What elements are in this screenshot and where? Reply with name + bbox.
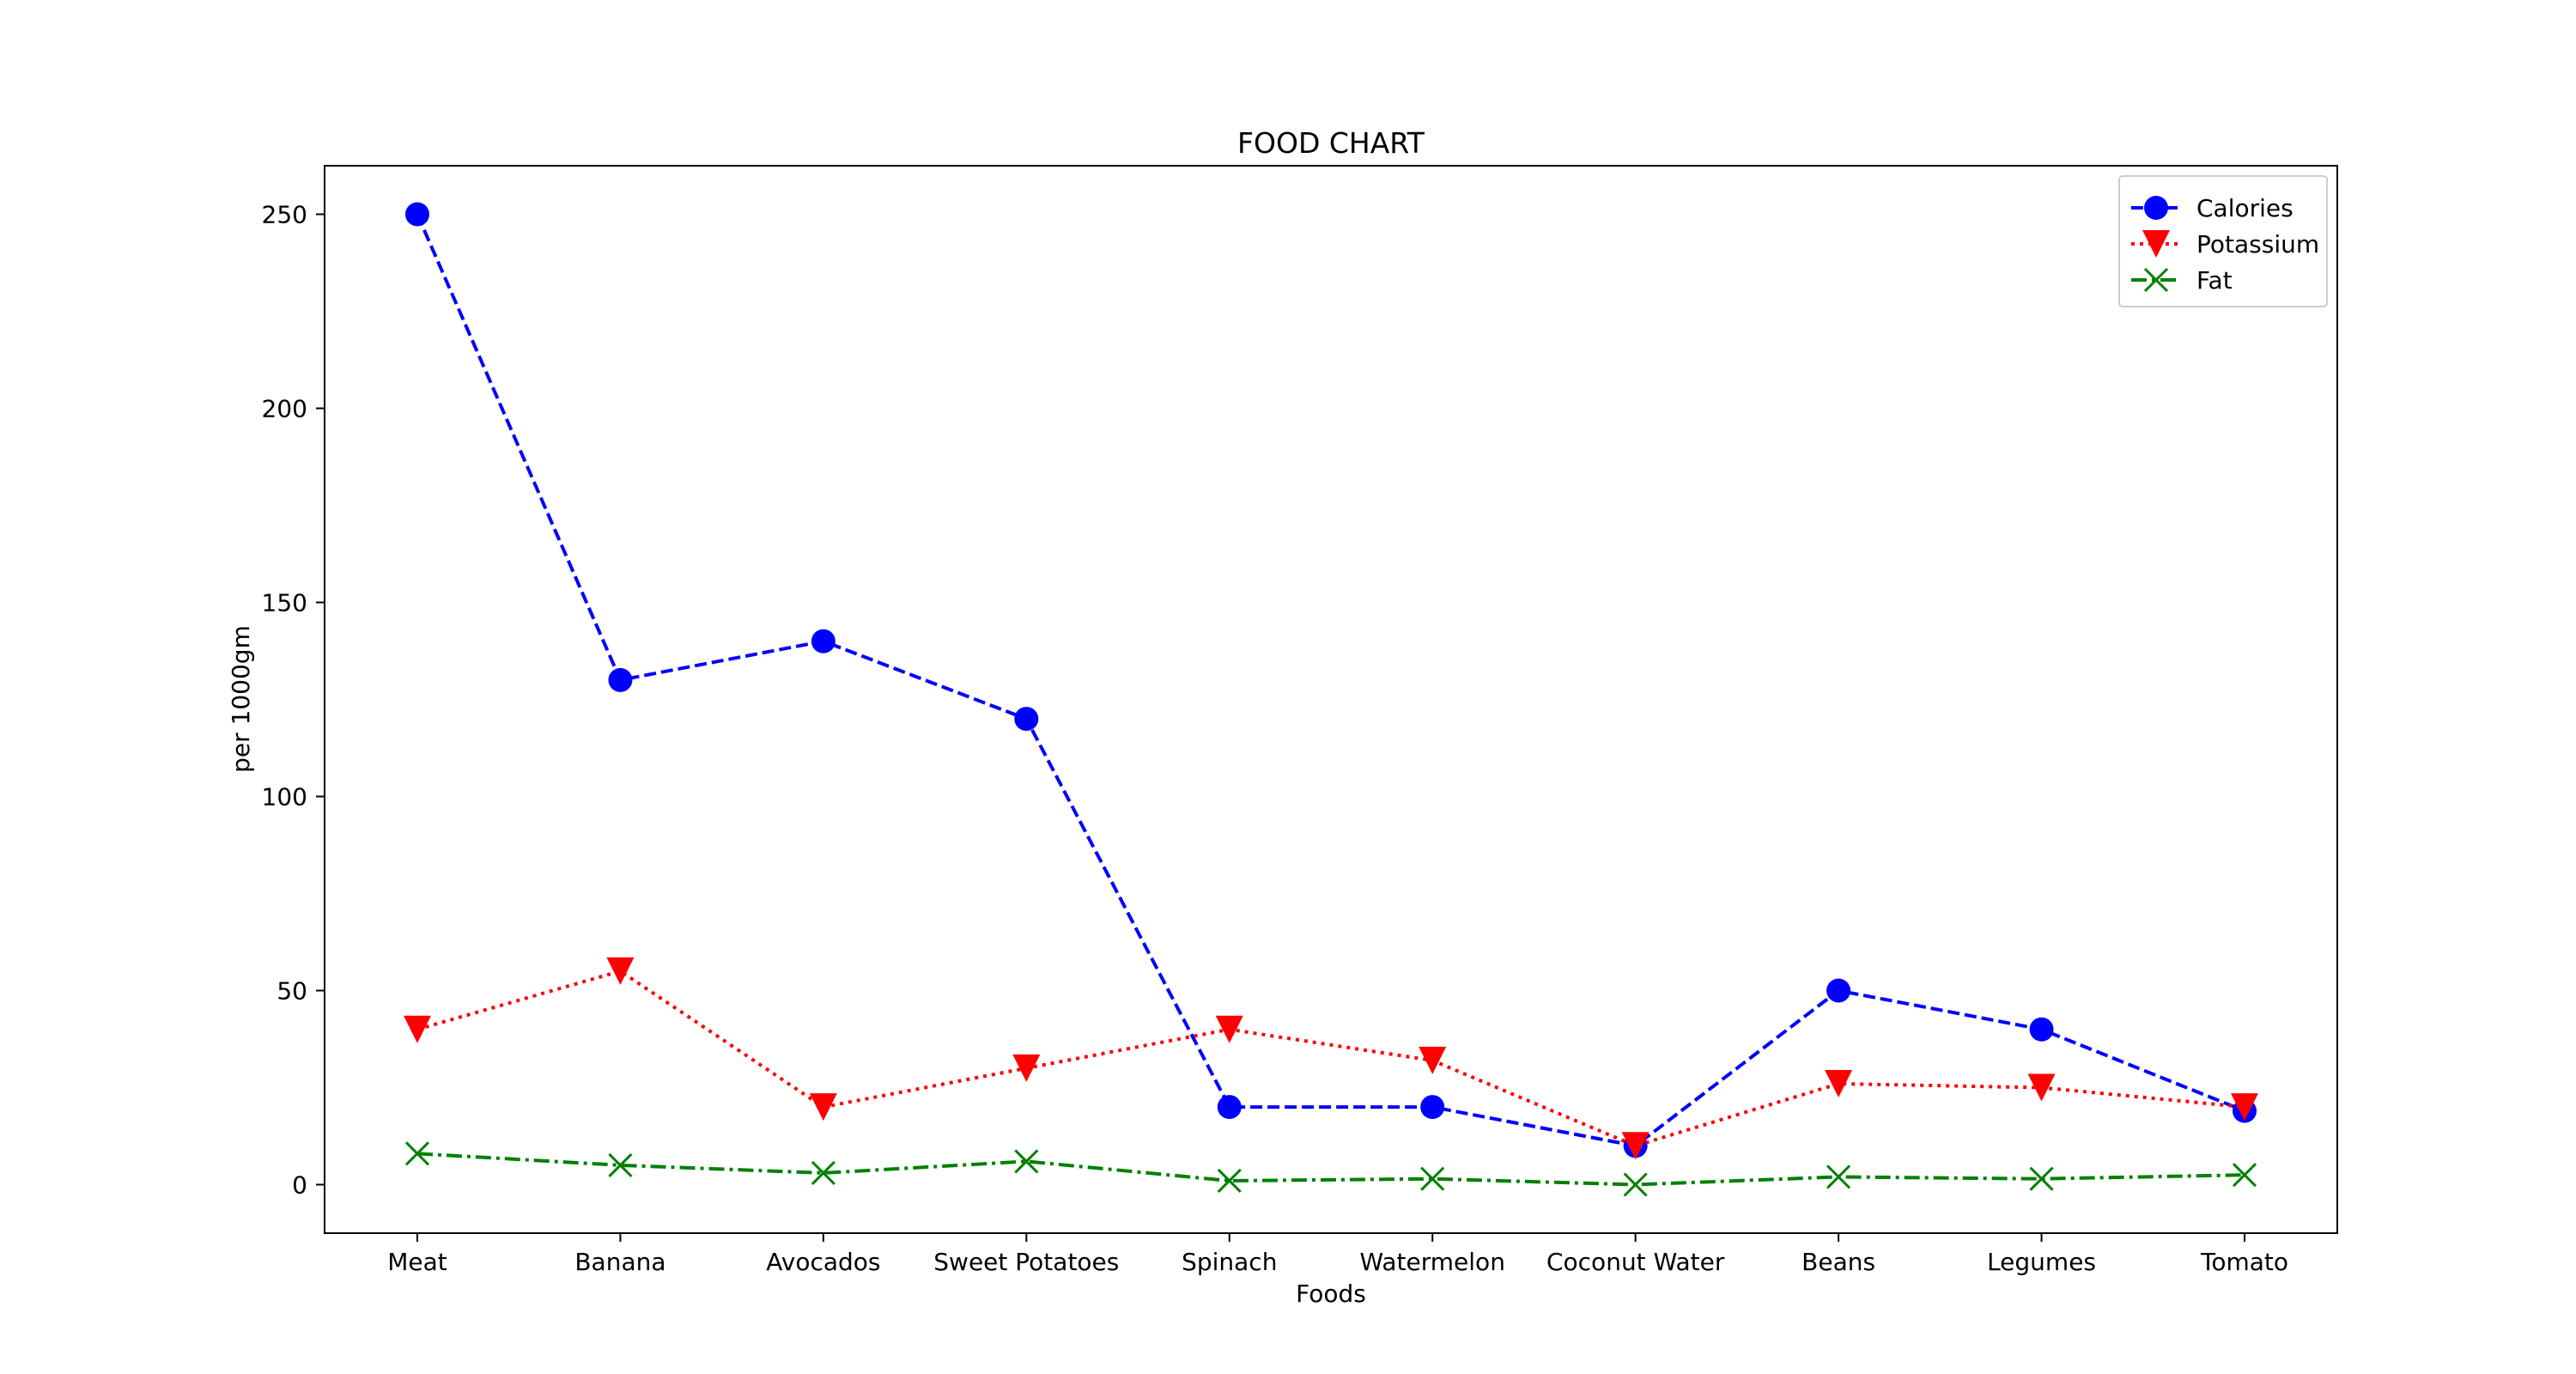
- y-tick-label: 0: [292, 1171, 307, 1200]
- y-tick-label: 200: [262, 395, 307, 423]
- calories-point: [811, 629, 835, 654]
- y-tick-label: 50: [276, 977, 307, 1006]
- calories-point: [1218, 1095, 1242, 1119]
- calories-point: [2030, 1018, 2054, 1042]
- legend-label: Calories: [2196, 194, 2293, 222]
- calories-point: [405, 203, 429, 227]
- x-axis-label: Foods: [1296, 1280, 1366, 1308]
- legend-marker: [2144, 196, 2168, 220]
- legend-item-calories: Calories: [2131, 194, 2293, 222]
- y-axis-label: per 1000gm: [227, 625, 255, 773]
- x-tick-label: Legumes: [1987, 1248, 2096, 1276]
- calories-point: [1420, 1095, 1444, 1119]
- x-tick-label: Banana: [574, 1248, 665, 1276]
- legend: Calories Potassium Fat: [2119, 176, 2327, 307]
- x-tick-label: Meat: [387, 1248, 447, 1276]
- x-tick-label: Watermelon: [1360, 1248, 1505, 1276]
- y-tick-label: 100: [262, 783, 307, 812]
- x-tick-label: Coconut Water: [1546, 1248, 1725, 1276]
- x-tick-label: Avocados: [766, 1248, 880, 1276]
- legend-label: Potassium: [2196, 230, 2319, 258]
- chart-title: FOOD CHART: [1237, 126, 1425, 160]
- calories-point: [1014, 707, 1038, 731]
- x-tick-label: Sweet Potatoes: [933, 1248, 1119, 1276]
- x-tick-label: Spinach: [1182, 1248, 1277, 1276]
- calories-point: [608, 668, 632, 692]
- x-tick-label: Tomato: [2200, 1248, 2288, 1276]
- x-tick-label: Beans: [1801, 1248, 1875, 1276]
- legend-label: Fat: [2196, 266, 2233, 295]
- calories-point: [1826, 979, 1850, 1003]
- y-tick-label: 250: [262, 201, 307, 229]
- y-tick-label: 150: [262, 589, 307, 617]
